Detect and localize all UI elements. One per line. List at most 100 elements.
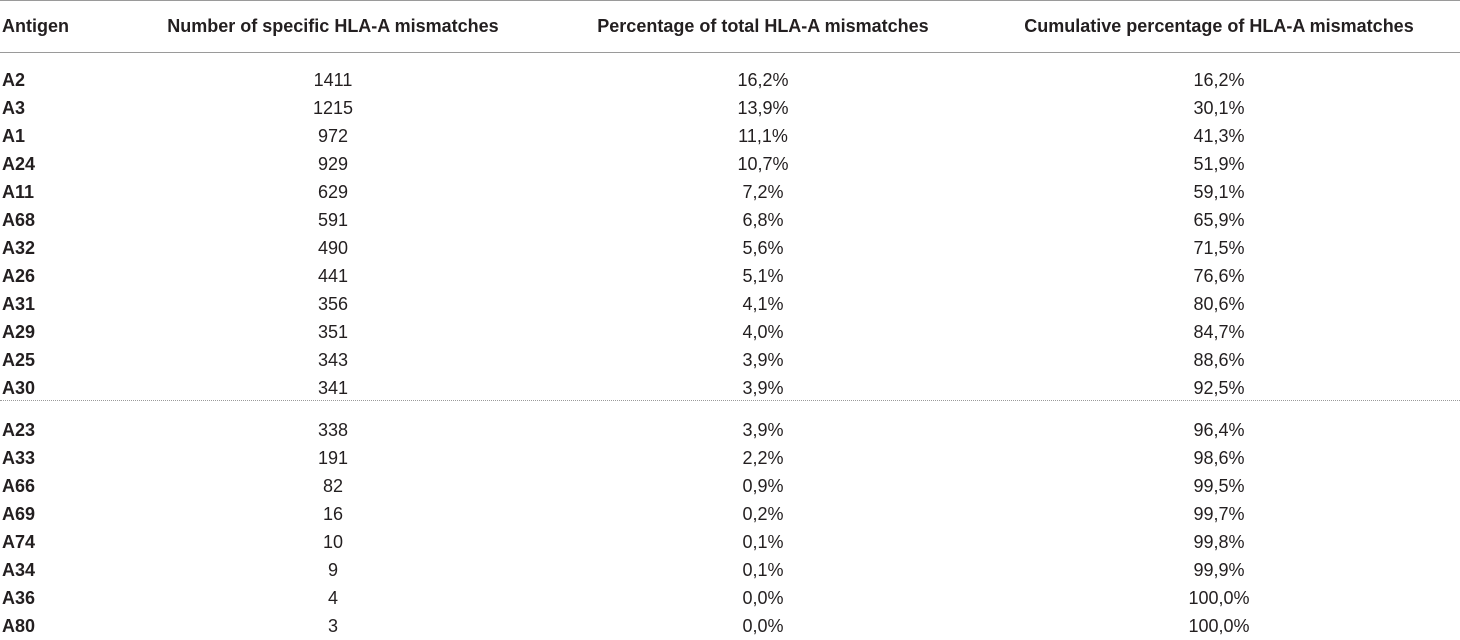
percentage-cell: 2,2% <box>742 447 784 468</box>
cumulative-cell: 100,0% <box>1188 587 1250 608</box>
number-cell: 9 <box>327 559 338 580</box>
number-cell: 490 <box>317 237 349 258</box>
table-header: Antigen Number of specific HLA-A mismatc… <box>0 0 1460 52</box>
percentage-cell: 4,0% <box>742 321 784 342</box>
spacer-cell <box>0 402 1460 416</box>
cumulative-cell: 88,6% <box>1193 349 1245 370</box>
number-cell: 1411 <box>313 69 353 90</box>
percentage-cell: 0,1% <box>742 559 784 580</box>
percentage-cell: 3,9% <box>742 419 784 440</box>
cumulative-cell: 99,9% <box>1193 559 1245 580</box>
antigen-cell: A24 <box>2 153 36 174</box>
cumulative-cell: 100,0% <box>1188 615 1250 636</box>
table-row: A2 1411 16,2% 16,2% <box>0 66 1460 94</box>
table-row: A25 343 3,9% 88,6% <box>0 346 1460 374</box>
table-row: A74 10 0,1% 99,8% <box>0 528 1460 556</box>
table-row: A36 4 0,0% 100,0% <box>0 584 1460 612</box>
antigen-cell: A68 <box>2 209 36 230</box>
cumulative-cell: 98,6% <box>1193 447 1245 468</box>
percentage-cell: 3,9% <box>742 377 784 398</box>
table-row: A66 82 0,9% 99,5% <box>0 472 1460 500</box>
antigen-cell: A32 <box>2 237 36 258</box>
number-cell: 351 <box>317 321 349 342</box>
number-cell: 591 <box>317 209 349 230</box>
number-cell: 341 <box>317 377 349 398</box>
number-cell: 343 <box>317 349 349 370</box>
header-antigen: Antigen <box>2 15 69 36</box>
table-row: A32 490 5,6% 71,5% <box>0 234 1460 262</box>
table-header-rule <box>0 52 1460 53</box>
antigen-cell: A1 <box>2 125 26 146</box>
table-top-rule <box>0 0 1460 1</box>
cumulative-cell: 51,9% <box>1193 153 1245 174</box>
row-spacer <box>0 52 1460 66</box>
cumulative-cell: 76,6% <box>1193 265 1245 286</box>
number-cell: 629 <box>317 181 349 202</box>
table-row: A31 356 4,1% 80,6% <box>0 290 1460 318</box>
table-row: A29 351 4,0% 84,7% <box>0 318 1460 346</box>
cumulative-cell: 65,9% <box>1193 209 1245 230</box>
number-cell: 972 <box>317 125 349 146</box>
percentage-cell: 11,1% <box>738 125 788 146</box>
antigen-cell: A74 <box>2 531 36 552</box>
cumulative-cell: 84,7% <box>1193 321 1245 342</box>
percentage-cell: 16,2% <box>737 69 789 90</box>
antigen-cell: A30 <box>2 377 36 398</box>
percentage-cell: 0,0% <box>742 587 784 608</box>
antigen-cell: A31 <box>2 293 36 314</box>
number-cell: 929 <box>317 153 349 174</box>
table-row: A69 16 0,2% 99,7% <box>0 500 1460 528</box>
cumulative-cell: 99,5% <box>1193 475 1245 496</box>
percentage-cell: 10,7% <box>737 153 789 174</box>
number-cell: 10 <box>322 531 344 552</box>
percentage-cell: 0,9% <box>742 475 784 496</box>
table-row: A26 441 5,1% 76,6% <box>0 262 1460 290</box>
cumulative-cell: 96,4% <box>1193 419 1245 440</box>
table-row: A80 3 0,0% 100,0% <box>0 612 1460 640</box>
header-percentage: Percentage of total HLA-A mismatches <box>597 15 929 36</box>
header-number: Number of specific HLA-A mismatches <box>167 15 499 36</box>
antigen-cell: A29 <box>2 321 36 342</box>
cumulative-cell: 30,1% <box>1193 97 1245 118</box>
cumulative-cell: 99,8% <box>1193 531 1245 552</box>
percentage-cell: 6,8% <box>742 209 784 230</box>
antigen-cell: A36 <box>2 587 36 608</box>
antigen-cell: A34 <box>2 559 36 580</box>
spacer-cell <box>0 52 1460 66</box>
number-cell: 82 <box>322 475 344 496</box>
number-cell: 441 <box>317 265 349 286</box>
table-row: A23 338 3,9% 96,4% <box>0 416 1460 444</box>
table-row: A34 9 0,1% 99,9% <box>0 556 1460 584</box>
header-row: Antigen Number of specific HLA-A mismatc… <box>0 0 1460 52</box>
percentage-cell: 5,6% <box>742 237 784 258</box>
number-cell: 356 <box>317 293 349 314</box>
table-row: A11 629 7,2% 59,1% <box>0 178 1460 206</box>
antigen-cell: A2 <box>2 69 26 90</box>
percentage-cell: 0,0% <box>742 615 784 636</box>
antigen-cell: A3 <box>2 97 26 118</box>
percentage-cell: 3,9% <box>742 349 784 370</box>
cumulative-cell: 59,1% <box>1193 181 1245 202</box>
number-cell: 191 <box>317 447 349 468</box>
cumulative-cell: 80,6% <box>1193 293 1245 314</box>
row-spacer <box>0 402 1460 416</box>
percentage-cell: 4,1% <box>742 293 784 314</box>
antigen-cell: A69 <box>2 503 36 524</box>
table-row: A30 341 3,9% 92,5% <box>0 374 1460 402</box>
table-row: A68 591 6,8% 65,9% <box>0 206 1460 234</box>
antigen-cell: A80 <box>2 615 36 636</box>
cumulative-cell: 16,2% <box>1193 69 1245 90</box>
antigen-cell: A25 <box>2 349 36 370</box>
number-cell: 1215 <box>312 97 354 118</box>
antigen-cell: A33 <box>2 447 36 468</box>
antigen-cell: A11 <box>2 181 35 202</box>
table-group-divider <box>0 400 1460 401</box>
table-body: A2 1411 16,2% 16,2% A3 1215 13,9% 30,1% A1 972 11,… <box>0 52 1460 640</box>
antigen-cell: A26 <box>2 265 36 286</box>
number-cell: 16 <box>322 503 344 524</box>
cumulative-cell: 41,3% <box>1193 125 1245 146</box>
number-cell: 338 <box>317 419 349 440</box>
cumulative-cell: 99,7% <box>1193 503 1245 524</box>
cumulative-cell: 92,5% <box>1193 377 1245 398</box>
